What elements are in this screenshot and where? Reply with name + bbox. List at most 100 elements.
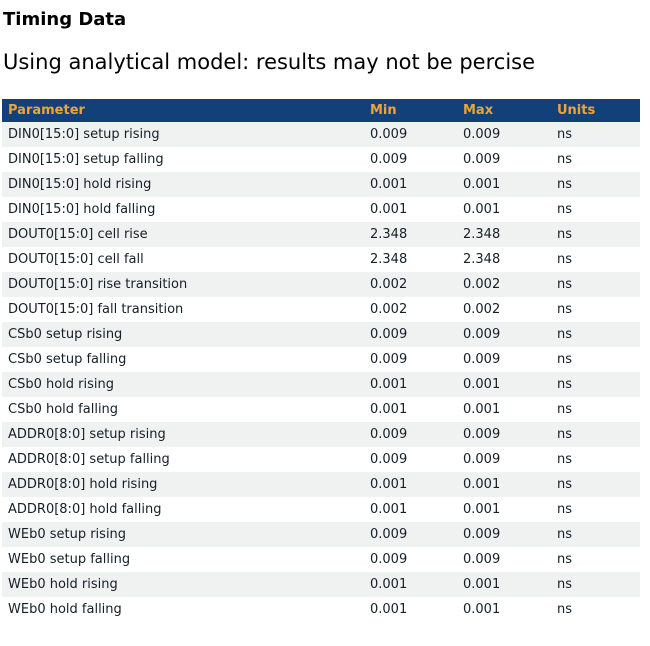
parameter-cell: WEb0 setup falling [2,547,364,572]
units-cell: ns [551,422,640,447]
units-cell: ns [551,272,640,297]
column-header-min: Min [364,99,457,122]
table-row: DIN0[15:0] setup rising 0.009 0.009 ns [2,122,640,147]
parameter-cell: CSb0 hold rising [2,372,364,397]
parameter-cell: ADDR0[8:0] setup falling [2,447,364,472]
units-cell: ns [551,172,640,197]
max-cell: 0.009 [457,347,551,372]
parameter-cell: WEb0 setup rising [2,522,364,547]
max-cell: 0.001 [457,497,551,522]
parameter-cell: WEb0 hold rising [2,572,364,597]
units-cell: ns [551,372,640,397]
units-cell: ns [551,247,640,272]
max-cell: 0.009 [457,322,551,347]
table-row: DIN0[15:0] hold falling 0.001 0.001 ns [2,197,640,222]
max-cell: 2.348 [457,247,551,272]
page-subtitle: Using analytical model: results may not … [3,50,536,74]
parameter-cell: DOUT0[15:0] cell fall [2,247,364,272]
min-cell: 0.001 [364,497,457,522]
table-row: CSb0 setup falling 0.009 0.009 ns [2,347,640,372]
parameter-cell: ADDR0[8:0] hold rising [2,472,364,497]
parameter-cell: ADDR0[8:0] hold falling [2,497,364,522]
max-cell: 0.001 [457,197,551,222]
units-cell: ns [551,147,640,172]
table-row: DOUT0[15:0] fall transition 0.002 0.002 ns [2,297,640,322]
parameter-cell: DOUT0[15:0] cell rise [2,222,364,247]
min-cell: 0.009 [364,122,457,147]
table-row: CSb0 hold falling 0.001 0.001 ns [2,397,640,422]
table-row: WEb0 setup rising 0.009 0.009 ns [2,522,640,547]
min-cell: 2.348 [364,247,457,272]
min-cell: 0.001 [364,397,457,422]
min-cell: 0.009 [364,322,457,347]
column-header-units: Units [551,99,640,122]
table-row: ADDR0[8:0] hold falling 0.001 0.001 ns [2,497,640,522]
units-cell: ns [551,122,640,147]
column-header-parameter: Parameter [2,99,364,122]
table-row: DOUT0[15:0] cell rise 2.348 2.348 ns [2,222,640,247]
min-cell: 0.009 [364,522,457,547]
table-row: ADDR0[8:0] setup falling 0.009 0.009 ns [2,447,640,472]
units-cell: ns [551,547,640,572]
timing-table-body: DIN0[15:0] setup rising 0.009 0.009 ns DIN0[… [2,122,640,622]
units-cell: ns [551,522,640,547]
max-cell: 0.009 [457,447,551,472]
timing-table-header: Parameter Min Max Units [2,99,640,122]
parameter-cell: CSb0 setup falling [2,347,364,372]
table-row: DIN0[15:0] hold rising 0.001 0.001 ns [2,172,640,197]
table-row: WEb0 hold rising 0.001 0.001 ns [2,572,640,597]
min-cell: 0.009 [364,347,457,372]
table-row: WEb0 setup falling 0.009 0.009 ns [2,547,640,572]
parameter-cell: DOUT0[15:0] rise transition [2,272,364,297]
max-cell: 0.001 [457,472,551,497]
min-cell: 0.001 [364,172,457,197]
max-cell: 0.009 [457,147,551,172]
units-cell: ns [551,297,640,322]
header-row: Parameter Min Max Units [2,99,640,122]
table-row: CSb0 hold rising 0.001 0.001 ns [2,372,640,397]
units-cell: ns [551,397,640,422]
parameter-cell: DIN0[15:0] hold falling [2,197,364,222]
min-cell: 0.002 [364,272,457,297]
max-cell: 0.001 [457,172,551,197]
max-cell: 0.001 [457,372,551,397]
page-title: Timing Data [3,9,127,30]
parameter-cell: CSb0 setup rising [2,322,364,347]
min-cell: 2.348 [364,222,457,247]
min-cell: 0.001 [364,597,457,622]
table-row: ADDR0[8:0] setup rising 0.009 0.009 ns [2,422,640,447]
parameter-cell: WEb0 hold falling [2,597,364,622]
units-cell: ns [551,222,640,247]
units-cell: ns [551,447,640,472]
max-cell: 2.348 [457,222,551,247]
units-cell: ns [551,472,640,497]
parameter-cell: DIN0[15:0] hold rising [2,172,364,197]
min-cell: 0.001 [364,197,457,222]
table-row: CSb0 setup rising 0.009 0.009 ns [2,322,640,347]
parameter-cell: CSb0 hold falling [2,397,364,422]
max-cell: 0.002 [457,297,551,322]
units-cell: ns [551,572,640,597]
max-cell: 0.009 [457,422,551,447]
units-cell: ns [551,197,640,222]
parameter-cell: ADDR0[8:0] setup rising [2,422,364,447]
max-cell: 0.001 [457,397,551,422]
units-cell: ns [551,497,640,522]
min-cell: 0.009 [364,547,457,572]
units-cell: ns [551,322,640,347]
table-row: ADDR0[8:0] hold rising 0.001 0.001 ns [2,472,640,497]
timing-table: Parameter Min Max Units DIN0[15:0] setup… [2,99,640,622]
min-cell: 0.001 [364,572,457,597]
table-row: DOUT0[15:0] cell fall 2.348 2.348 ns [2,247,640,272]
max-cell: 0.009 [457,122,551,147]
min-cell: 0.009 [364,422,457,447]
max-cell: 0.001 [457,597,551,622]
parameter-cell: DIN0[15:0] setup falling [2,147,364,172]
table-row: DOUT0[15:0] rise transition 0.002 0.002 ns [2,272,640,297]
parameter-cell: DIN0[15:0] setup rising [2,122,364,147]
max-cell: 0.002 [457,272,551,297]
max-cell: 0.009 [457,522,551,547]
max-cell: 0.001 [457,572,551,597]
max-cell: 0.009 [457,547,551,572]
